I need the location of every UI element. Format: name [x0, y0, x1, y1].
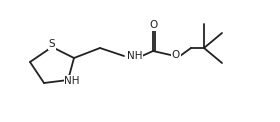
Text: NH: NH	[64, 76, 80, 86]
Text: S: S	[49, 39, 55, 49]
Text: O: O	[172, 50, 180, 60]
Text: O: O	[149, 20, 157, 30]
Text: NH: NH	[127, 51, 143, 61]
